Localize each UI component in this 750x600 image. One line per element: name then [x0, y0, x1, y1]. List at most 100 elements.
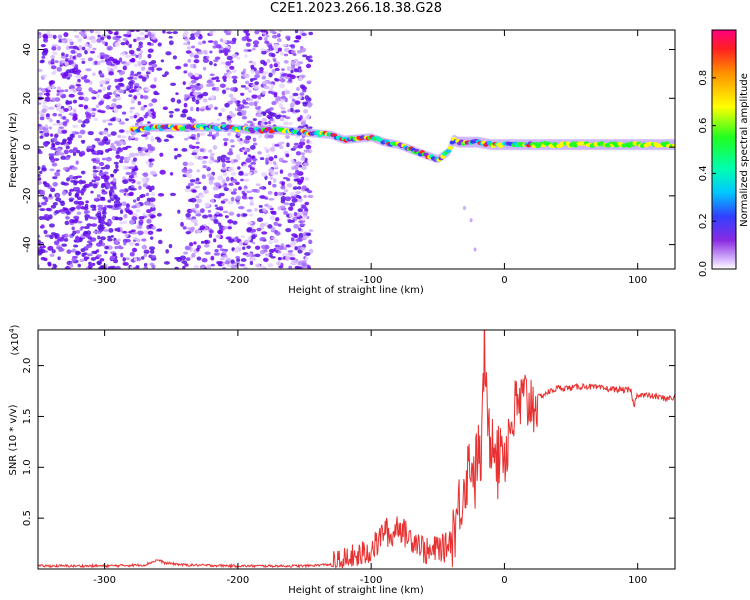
spectrogram-noise-cell — [94, 30, 101, 35]
spectrogram-noise-cell — [134, 243, 140, 246]
spectrogram-noise-cell — [281, 43, 288, 47]
spectrogram-noise-cell — [83, 104, 89, 110]
spectrogram-noise-cell — [128, 174, 135, 179]
spectrogram-noise-cell — [251, 47, 256, 51]
spectrogram-noise-cell — [306, 114, 311, 119]
spectrogram-noise-cell — [259, 222, 266, 227]
spectrogram-noise-cell — [175, 92, 179, 96]
spectrogram-noise-cell — [80, 150, 86, 156]
spectrogram-noise-cell — [72, 99, 78, 104]
spectrogram-noise-cell — [76, 71, 81, 75]
spectrogram-noise-cell — [259, 265, 266, 269]
spectrogram-noise-cell — [173, 147, 178, 152]
spectrogram-noise-cell — [87, 264, 93, 269]
spectrogram-noise-cell — [180, 113, 187, 118]
spectrogram-noise-cell — [191, 152, 198, 156]
spectrogram-noise-cell — [41, 167, 47, 172]
spectrogram-noise-cell — [215, 79, 221, 83]
spectrogram-noise-cell — [51, 46, 57, 51]
spectrogram-noise-cell — [64, 89, 69, 93]
spectrogram-noise-cell — [137, 100, 142, 106]
spectrogram-noise-cell — [136, 181, 142, 185]
spectrogram-noise-cell — [83, 96, 89, 102]
spectrogram-noise-cell — [98, 100, 104, 105]
spectrogram-noise-cell — [220, 61, 227, 65]
spectrogram-noise-cell — [222, 47, 229, 53]
spectrogram-noise-cell — [195, 146, 200, 149]
spectrogram-noise-cell — [128, 81, 134, 86]
spectrogram-noise-cell — [150, 185, 155, 191]
spectrogram-noise-cell — [221, 250, 227, 254]
spectrogram-noise-cell — [227, 224, 233, 227]
spectrogram-noise-cell — [107, 133, 112, 137]
spectrogram-noise-cell — [91, 96, 97, 100]
spectrogram-noise-cell — [225, 87, 230, 91]
spectrogram-noise-cell — [218, 192, 225, 197]
spectrogram-noise-cell — [99, 265, 106, 269]
snr-series-line — [38, 330, 675, 569]
spectrogram-noise-cell — [47, 245, 54, 251]
spectrogram-noise-cell — [273, 63, 278, 68]
spectrogram-noise-cell — [47, 85, 52, 90]
spectrogram-noise-cell — [289, 95, 295, 99]
spectrogram-noise-cell — [52, 263, 57, 267]
spectrogram-noise-cell — [231, 69, 237, 73]
spectrogram-noise-cell — [146, 209, 152, 214]
spectrogram-noise-cell — [108, 191, 113, 197]
spectrogram-noise-cell — [113, 108, 119, 113]
spectrogram-noise-cell — [263, 257, 269, 262]
spectrogram-noise-cell — [261, 117, 268, 122]
spectrogram-noise-cell — [281, 160, 288, 163]
spectrogram-noise-cell — [191, 88, 196, 92]
spectrogram-noise-cell — [289, 212, 294, 217]
spectrogram-noise-cell — [56, 66, 62, 72]
spectrogram-noise-cell — [40, 113, 45, 118]
spectrogram-noise-cell — [200, 240, 205, 244]
spectrogram-noise-cell — [213, 218, 219, 223]
spectrogram-noise-cell — [213, 133, 220, 137]
spectrogram-noise-cell — [77, 134, 82, 139]
spectrogram-noise-cell — [291, 60, 295, 66]
spectrogram-noise-cell — [130, 265, 134, 269]
spectrogram-noise-cell — [54, 60, 59, 63]
spectrogram-noise-cell — [301, 165, 307, 171]
spectrogram-noise-cell — [107, 221, 113, 225]
spectrogram-noise-cell — [90, 148, 95, 152]
spectrogram-noise-cell — [39, 189, 46, 195]
spectrogram-noise-cell — [52, 176, 58, 180]
spectrogram-noise-cell — [202, 40, 206, 44]
spectrogram-noise-cell — [71, 248, 77, 253]
spectrogram-noise-cell — [70, 60, 74, 65]
spectrogram-noise-cell — [248, 101, 255, 106]
spectrogram-noise-cell — [100, 196, 105, 200]
spectrogram-noise-cell — [114, 78, 118, 83]
spectrogram-noise-cell — [89, 30, 94, 34]
spectrogram-noise-cell — [285, 256, 291, 260]
spectrogram-noise-cell — [294, 191, 302, 194]
spectrogram-noise-cell — [64, 220, 70, 226]
spectrogram-noise-cell — [288, 206, 294, 211]
snr-y-axis-label: SNR (10 * v/v) — [8, 404, 19, 475]
spectrogram-noise-cell — [265, 34, 270, 38]
spectrogram-x-tick-label: 100 — [628, 275, 647, 286]
spectrogram-noise-cell — [224, 102, 230, 108]
spectrogram-noise-cell — [52, 34, 57, 40]
spectrogram-noise-cell — [73, 30, 78, 33]
spectrogram-noise-cell — [228, 167, 235, 172]
spectrogram-noise-cell — [307, 190, 313, 194]
spectrogram-noise-cell — [148, 158, 155, 162]
spectrogram-noise-cell — [268, 248, 275, 254]
spectrogram-noise-cell — [130, 188, 137, 191]
spectrogram-noise-cell — [302, 210, 308, 215]
spectrogram-noise-cell — [208, 149, 213, 153]
spectrogram-noise-cell — [294, 246, 299, 251]
spectrogram-noise-cell — [39, 116, 45, 121]
spectrogram-noise-cell — [237, 133, 241, 137]
spectrogram-noise-cell — [275, 246, 279, 251]
spectrogram-noise-cell — [79, 129, 86, 135]
spectrogram-noise-cell — [83, 74, 88, 78]
spectrogram-noise-cell — [86, 107, 93, 113]
spectrogram-noise-cell — [67, 140, 72, 145]
spectrogram-noise-cell — [215, 234, 222, 239]
